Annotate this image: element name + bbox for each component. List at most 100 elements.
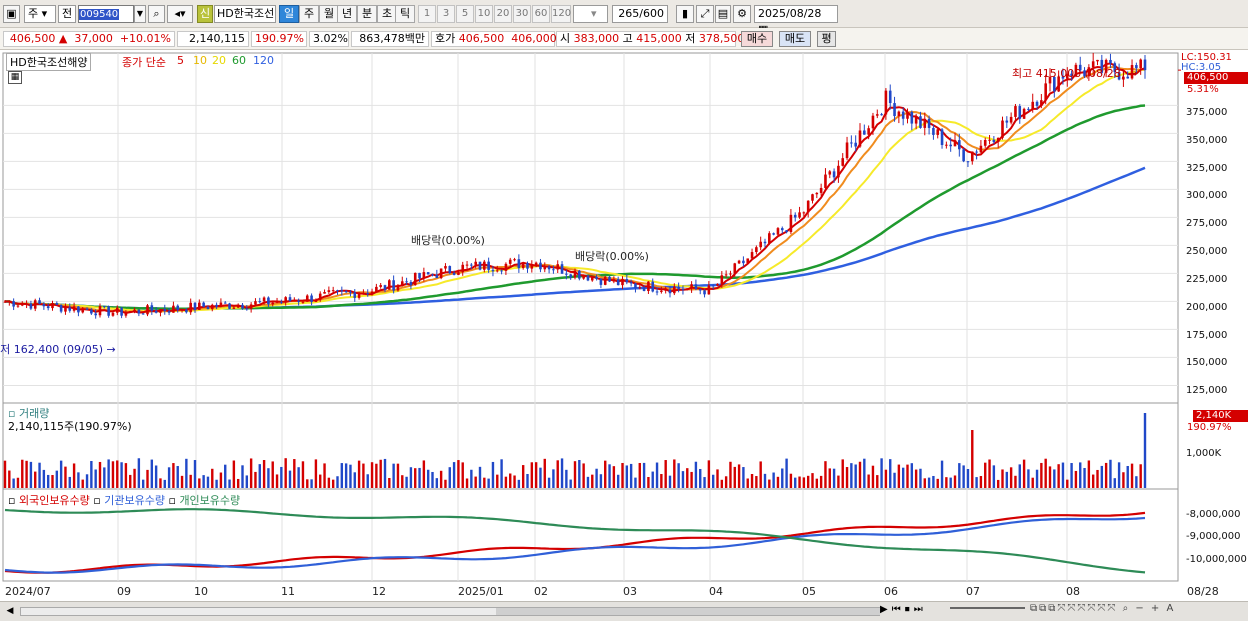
volume-bar <box>1113 478 1116 488</box>
volume-bar <box>599 474 603 488</box>
volume-bar <box>578 459 581 488</box>
search-icon[interactable]: ⌕ <box>148 5 165 23</box>
new-badge[interactable]: 신 <box>197 5 213 23</box>
date-field[interactable]: 2025/08/28 ▦ <box>754 5 838 36</box>
scrollbar-track[interactable] <box>20 607 880 616</box>
window-icon[interactable]: ▣ <box>3 5 20 23</box>
x-label: 04 <box>709 585 723 598</box>
num-60[interactable]: 60 <box>532 5 550 23</box>
volume-bar <box>198 478 201 488</box>
all-select[interactable]: 전 <box>58 5 76 23</box>
volume-bar <box>582 463 585 488</box>
volume-bar <box>29 461 33 488</box>
candle-icon[interactable]: ▮ <box>676 5 694 23</box>
candle-body <box>25 303 28 305</box>
last-price-badge: 406,500 <box>1184 72 1248 84</box>
candle-body <box>759 241 762 248</box>
volume-bar <box>241 465 244 488</box>
period-week[interactable]: 주 <box>299 5 319 23</box>
zoom-slider[interactable] <box>950 607 1025 609</box>
candle-body <box>625 279 629 283</box>
market-select[interactable]: 주 ▾ <box>24 5 56 23</box>
y-tick: 275,000 <box>1186 218 1228 229</box>
num-3[interactable]: 3 <box>437 5 455 23</box>
num-30[interactable]: 30 <box>513 5 531 23</box>
period-year[interactable]: 년 <box>337 5 357 23</box>
num-20[interactable]: 20 <box>494 5 512 23</box>
candle-body <box>8 301 11 303</box>
last-pct: 5.31% <box>1187 84 1219 95</box>
volume-bar <box>919 468 922 488</box>
num-1[interactable]: 1 <box>418 5 436 23</box>
volume-bar <box>470 469 473 488</box>
period-minute[interactable]: 분 <box>357 5 377 23</box>
candle-body <box>1014 106 1017 117</box>
candle-body <box>318 293 322 300</box>
candle-body <box>521 263 525 269</box>
candle-body <box>780 228 784 231</box>
volume-bar <box>897 464 901 488</box>
period-month[interactable]: 월 <box>319 5 339 23</box>
period-day[interactable]: 일 <box>279 5 299 23</box>
grid-icon[interactable]: ▦ <box>8 71 22 84</box>
stock-code-input[interactable]: 009540 <box>78 5 134 23</box>
gear-icon[interactable]: ⚙ <box>733 5 751 23</box>
candle-body <box>210 304 214 310</box>
volume-bar <box>448 467 451 488</box>
candle-body <box>137 309 141 314</box>
candle-body <box>707 285 711 295</box>
period-tick[interactable]: 틱 <box>395 5 415 23</box>
line-tool-icon[interactable]: ⤢ <box>696 5 714 23</box>
volume-bar <box>845 467 849 488</box>
count-current: 265 <box>618 7 640 20</box>
num-120[interactable]: 120 <box>551 5 571 23</box>
legend-name[interactable]: HD한국조선해양 <box>6 53 92 71</box>
volume-bar <box>625 465 629 488</box>
volume-bar <box>1117 462 1121 488</box>
save-icon[interactable]: ▤ <box>715 5 731 23</box>
scrollbar-thumb[interactable] <box>496 608 880 615</box>
candle-body <box>202 302 205 307</box>
sound-icon[interactable]: ◂▾ <box>167 5 193 23</box>
candle-body <box>115 307 119 313</box>
custom-period-select[interactable]: ▾ <box>573 5 608 23</box>
volume-bar <box>975 477 978 488</box>
volume-bar <box>236 478 240 488</box>
volume-bar <box>167 467 171 488</box>
avg-button[interactable]: 평 <box>817 31 836 47</box>
volume-bar <box>435 478 439 488</box>
candle-body <box>556 264 560 270</box>
ask-price-2: 406,000 <box>511 32 557 45</box>
stock-name-field[interactable]: HD한국조선 <box>214 5 276 23</box>
count-field[interactable]: 265/600 <box>612 5 668 23</box>
candle-body <box>340 290 344 292</box>
num-5[interactable]: 5 <box>456 5 474 23</box>
volume-bar <box>832 468 836 488</box>
volume-bar <box>962 465 965 488</box>
volume-bar <box>444 479 447 488</box>
candle-body <box>949 144 952 147</box>
scroll-left-icon[interactable]: ◀ <box>6 606 14 616</box>
candle-body <box>927 118 931 128</box>
bottom-bar: ◀ ▶⏮⏹⏭ ⧉⧉⧉⤧⤧⤧⤧⤧⤧ ⌕ − + A <box>0 601 1248 621</box>
nav-buttons[interactable]: ▶⏮⏹⏭ <box>880 604 927 615</box>
candle-body <box>850 142 853 144</box>
volume-bar <box>1005 471 1009 488</box>
volume-title: ▫ 거래량 <box>8 407 50 420</box>
period-second[interactable]: 초 <box>377 5 397 23</box>
candle-body <box>405 281 408 283</box>
volume-bar <box>288 470 292 488</box>
volume-value: 2,140,115 <box>177 31 249 47</box>
trade-amount: 863,478백만 <box>351 31 429 47</box>
volume-bar <box>936 478 939 488</box>
sell-button[interactable]: 매도 <box>779 31 811 47</box>
legend-close: 종가 단순 <box>122 56 166 69</box>
candle-body <box>897 111 901 117</box>
num-10[interactable]: 10 <box>475 5 493 23</box>
volume-bar <box>189 474 192 488</box>
tool-icons[interactable]: ⧉⧉⧉⤧⤧⤧⤧⤧⤧ ⌕ − + A <box>1030 603 1176 614</box>
buy-button[interactable]: 매수 <box>741 31 773 47</box>
x-label: 10 <box>194 585 208 598</box>
volume-bar <box>301 461 305 488</box>
code-dropdown-icon[interactable]: ▼ <box>134 5 146 23</box>
